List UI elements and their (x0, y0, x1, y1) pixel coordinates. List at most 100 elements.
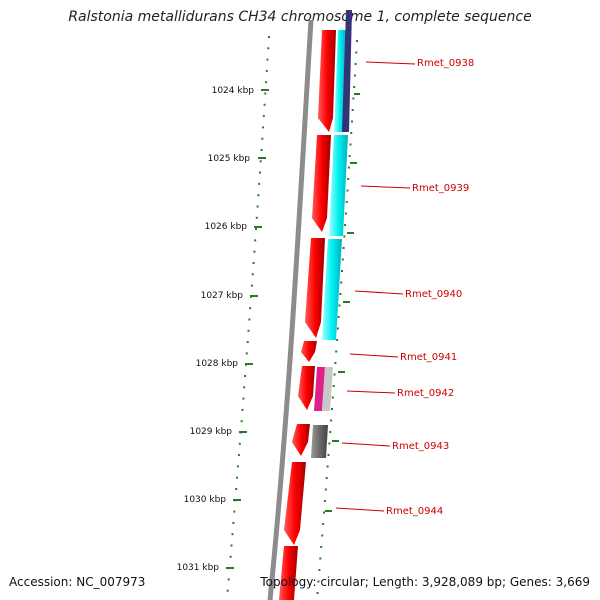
grey-feature[interactable] (322, 367, 333, 411)
outer-ruler-dot (351, 120, 353, 123)
ruler-dot (238, 442, 241, 445)
ruler-dot (242, 397, 245, 400)
outer-ruler-dot (326, 465, 329, 468)
outer-ruler-dot (351, 109, 354, 111)
outer-ruler-dot (334, 362, 337, 364)
gene-label[interactable]: Rmet_0944 (386, 506, 443, 517)
outer-ruler-dot (346, 189, 349, 192)
ruler-dot (231, 533, 234, 536)
gene-label[interactable]: Rmet_0943 (392, 441, 449, 452)
outer-ruler-dot (324, 488, 327, 491)
gene-label[interactable]: Rmet_0939 (412, 183, 469, 194)
ruler-dot (247, 329, 250, 332)
ruler-tick-label: 1028 kbp (196, 359, 239, 369)
ruler-ticks: 1024 kbp 1025 kbp 1026 kbp 1027 kbp 1028… (177, 86, 269, 573)
navy-feature[interactable] (342, 10, 352, 132)
ruler-dot (246, 341, 249, 344)
ruler-dots (226, 36, 270, 592)
ruler-dot (252, 262, 255, 264)
ruler-dot (260, 149, 263, 151)
cds-arrow[interactable] (292, 424, 310, 456)
ruler-dot (262, 115, 265, 118)
outer-ruler-dot (356, 40, 358, 42)
outer-ruler-dot (341, 258, 344, 261)
outer-ruler-dot (340, 281, 343, 284)
ruler-tick-label: 1027 kbp (201, 291, 244, 301)
cyan-feature[interactable] (329, 135, 348, 236)
outer-ruler-dot (320, 546, 323, 548)
cds-arrow[interactable] (305, 238, 325, 338)
ruler-dot (255, 228, 257, 231)
ruler-dot (259, 171, 261, 174)
outer-ruler-ticks (325, 93, 360, 512)
outer-ruler-dot (318, 569, 321, 571)
outer-ruler-dot (355, 51, 358, 54)
dark-grey-feature[interactable] (311, 425, 328, 458)
gene-label[interactable]: Rmet_0940 (405, 289, 462, 300)
gene-leader (360, 185, 411, 189)
ruler-dot (233, 510, 236, 513)
ruler-dot (235, 488, 238, 490)
outer-ruler-dot (345, 201, 348, 203)
outer-ruler-dot (316, 592, 319, 594)
outer-ruler-dot (348, 155, 351, 157)
ruler-dot (237, 465, 239, 468)
ruler-dot (236, 476, 239, 479)
ruler-dot (265, 81, 268, 84)
outer-ruler-dot (347, 178, 350, 180)
topology-text: Topology: circular; Length: 3,928,089 bp… (260, 575, 590, 589)
outer-ruler-dot (354, 63, 357, 65)
ruler-dot (258, 182, 261, 185)
cds-arrow[interactable] (318, 30, 336, 132)
outer-ruler-dots (316, 40, 358, 594)
gene-labels: Rmet_0938 Rmet_0939 Rmet_0940 Rmet_0941 … (386, 58, 474, 517)
gene-leader (365, 61, 416, 65)
ruler-dot (255, 216, 258, 219)
cds-arrow[interactable] (284, 462, 306, 545)
ruler-dot (261, 137, 264, 140)
magenta-feature[interactable] (314, 367, 325, 411)
ruler-dot (244, 375, 247, 377)
outer-ruler-dot (339, 293, 342, 295)
gene-label[interactable]: Rmet_0942 (397, 388, 454, 399)
ruler-dot (230, 544, 233, 547)
gene-label[interactable]: Rmet_0941 (400, 352, 457, 363)
outer-ruler-dot (338, 304, 341, 307)
outer-ruler-dot (337, 316, 340, 318)
gene-label[interactable]: Rmet_0938 (417, 58, 474, 69)
ruler-tick-label: 1026 kbp (205, 222, 248, 232)
cds-arrow[interactable] (301, 341, 317, 362)
outer-ruler-dot (342, 247, 345, 249)
ruler-dot (268, 36, 270, 38)
ruler-tick-label: 1030 kbp (184, 495, 227, 505)
outer-ruler-dot (319, 557, 322, 560)
ruler-dot (266, 58, 269, 61)
outer-ruler-dot (348, 166, 350, 169)
outer-ruler-dot (322, 523, 325, 525)
ruler-dot (257, 194, 260, 197)
gene-leader (346, 390, 396, 394)
ruler-dot (237, 454, 240, 457)
outer-ruler-dot (349, 143, 352, 146)
ruler-dot (267, 47, 270, 50)
gene-leader (341, 442, 391, 447)
cyan-feature[interactable] (322, 239, 342, 340)
ruler-dot (241, 408, 244, 411)
ruler-dot (226, 589, 229, 592)
ruler-dot (227, 578, 230, 581)
ruler-dot (253, 250, 256, 253)
ruler-tick-label: 1024 kbp (212, 86, 255, 96)
cds-forward-track (279, 30, 336, 600)
cds-arrow[interactable] (298, 366, 315, 410)
ruler-dot (251, 273, 254, 276)
outer-ruler-dot (344, 212, 347, 215)
cds-arrow[interactable] (312, 135, 331, 232)
outer-ruler-dot (328, 442, 331, 445)
ruler-dot (262, 126, 265, 129)
cds-arrow[interactable] (279, 546, 298, 600)
ruler-dot (259, 160, 262, 163)
ruler-tick-label: 1029 kbp (190, 427, 233, 437)
ruler-tick-label: 1025 kbp (208, 154, 251, 164)
ruler-tick-label: 1031 kbp (177, 563, 220, 573)
ruler-dot (232, 521, 235, 524)
